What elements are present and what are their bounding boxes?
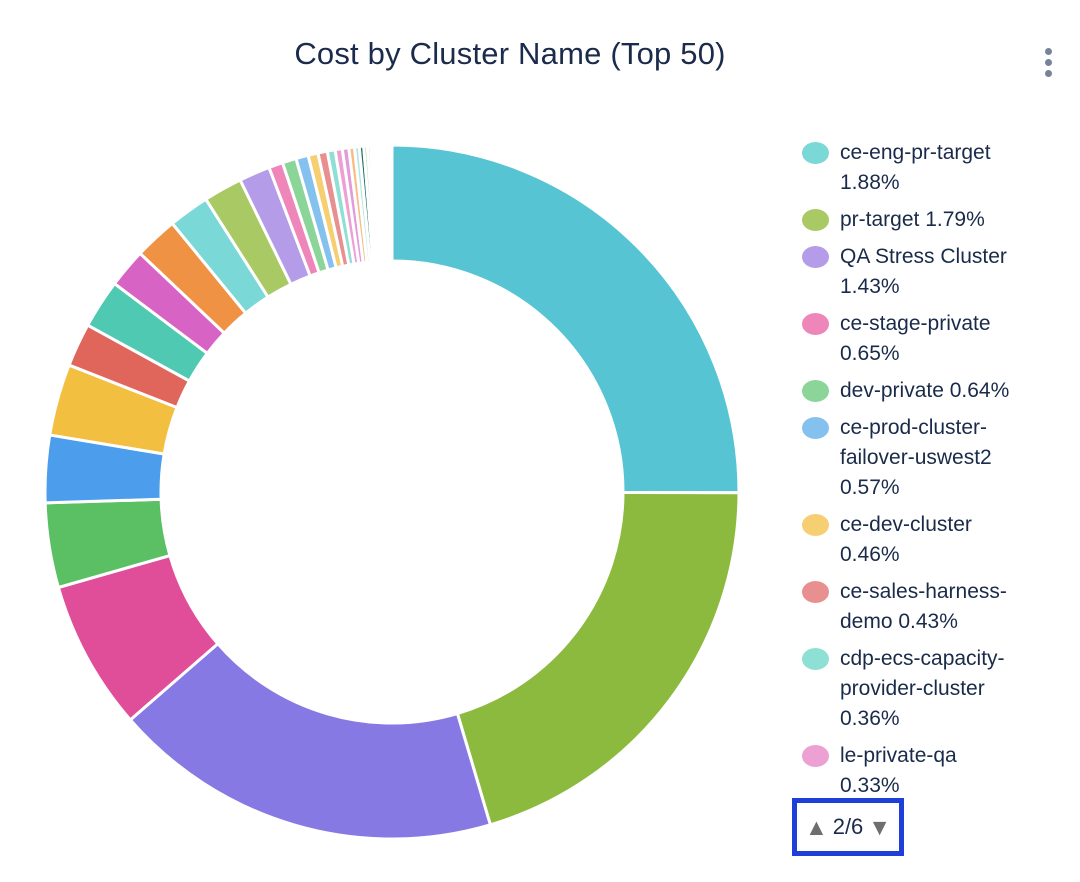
donut-chart-svg bbox=[43, 143, 741, 841]
legend-item[interactable]: QA Stress Cluster 1.43% bbox=[802, 242, 1014, 302]
legend-item[interactable]: ce-stage-private 0.65% bbox=[802, 309, 1014, 369]
chart-legend: ce-eng-pr-target 1.88% pr-target 1.79% QA … bbox=[802, 138, 1014, 800]
legend-color-dot bbox=[802, 246, 829, 268]
legend-color-dot bbox=[802, 417, 829, 439]
legend-color-dot bbox=[802, 648, 829, 670]
legend-label: ce-stage-private 0.65% bbox=[840, 312, 991, 365]
legend-label: cdp-ecs-capacity-provider-cluster 0.36% bbox=[840, 647, 1005, 730]
legend-item[interactable]: ce-dev-cluster 0.46% bbox=[802, 510, 1014, 570]
legend-label: dev-private 0.64% bbox=[840, 379, 1010, 402]
legend-item[interactable]: ce-prod-cluster-failover-uswest2 0.57% bbox=[802, 413, 1014, 503]
legend-item[interactable]: dev-private 0.64% bbox=[802, 376, 1014, 406]
legend-color-dot bbox=[802, 581, 829, 603]
donut-slice[interactable] bbox=[455, 491, 741, 827]
legend-item[interactable]: le-private-qa 0.33% bbox=[802, 741, 1014, 800]
legend-label: ce-sales-harness-demo 0.43% bbox=[840, 580, 1007, 633]
donut-slice[interactable] bbox=[390, 143, 741, 495]
legend-label: ce-dev-cluster 0.46% bbox=[840, 513, 972, 566]
legend-color-dot bbox=[802, 514, 829, 536]
legend-page-up-button[interactable]: ▲ bbox=[804, 813, 828, 840]
legend-label: pr-target 1.79% bbox=[840, 208, 985, 231]
legend-item[interactable]: ce-sales-harness-demo 0.43% bbox=[802, 577, 1014, 637]
legend-color-dot bbox=[802, 209, 829, 231]
legend-label: QA Stress Cluster 1.43% bbox=[840, 245, 1007, 298]
legend-item[interactable]: cdp-ecs-capacity-provider-cluster 0.36% bbox=[802, 644, 1014, 734]
legend-item[interactable]: pr-target 1.79% bbox=[802, 205, 1014, 235]
kebab-dot bbox=[1044, 47, 1052, 55]
kebab-menu-icon[interactable] bbox=[1038, 42, 1058, 82]
legend-color-dot bbox=[802, 142, 829, 164]
donut-slice[interactable] bbox=[128, 641, 493, 841]
legend-label: ce-prod-cluster-failover-uswest2 0.57% bbox=[840, 416, 992, 499]
chart-title: Cost by Cluster Name (Top 50) bbox=[294, 36, 726, 71]
legend-color-dot bbox=[802, 380, 829, 402]
legend-page-down-button[interactable]: ▼ bbox=[868, 813, 892, 840]
legend-page-label: 2/6 bbox=[832, 814, 864, 839]
legend-color-dot bbox=[802, 313, 829, 335]
legend-color-dot bbox=[802, 745, 829, 767]
kebab-dot bbox=[1044, 58, 1052, 66]
legend-label: ce-eng-pr-target 1.88% bbox=[840, 141, 991, 194]
legend-label: le-private-qa 0.33% bbox=[840, 744, 957, 797]
donut-chart[interactable] bbox=[42, 142, 742, 842]
kebab-dot bbox=[1044, 69, 1052, 77]
legend-pagination: ▲ 2/6 ▼ bbox=[792, 798, 904, 856]
legend-item[interactable]: ce-eng-pr-target 1.88% bbox=[802, 138, 1014, 198]
